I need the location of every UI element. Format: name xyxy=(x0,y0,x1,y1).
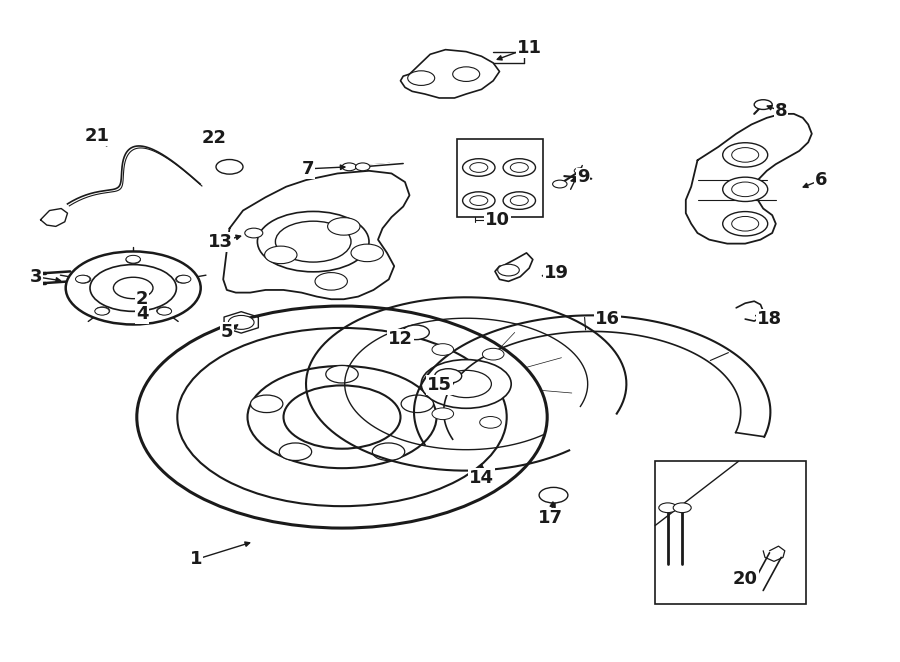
Ellipse shape xyxy=(157,307,171,314)
Text: 11: 11 xyxy=(517,38,542,57)
Ellipse shape xyxy=(470,163,488,172)
Ellipse shape xyxy=(284,385,400,449)
Ellipse shape xyxy=(732,148,759,162)
Ellipse shape xyxy=(76,275,91,283)
Ellipse shape xyxy=(76,275,90,283)
Ellipse shape xyxy=(503,192,536,209)
Ellipse shape xyxy=(137,306,547,528)
Ellipse shape xyxy=(250,395,283,412)
Ellipse shape xyxy=(441,370,491,398)
Ellipse shape xyxy=(463,192,495,209)
Text: 8: 8 xyxy=(775,102,788,120)
Ellipse shape xyxy=(432,344,454,355)
Ellipse shape xyxy=(463,159,495,176)
Text: 9: 9 xyxy=(577,168,590,187)
Text: 17: 17 xyxy=(538,508,563,527)
Text: 16: 16 xyxy=(595,310,620,328)
Ellipse shape xyxy=(470,196,488,205)
Ellipse shape xyxy=(723,177,768,201)
Ellipse shape xyxy=(216,160,243,174)
Ellipse shape xyxy=(659,503,677,512)
Bar xyxy=(457,139,543,217)
Ellipse shape xyxy=(265,246,297,263)
Ellipse shape xyxy=(315,273,347,290)
Ellipse shape xyxy=(754,100,772,109)
Ellipse shape xyxy=(480,416,501,428)
Ellipse shape xyxy=(510,196,528,205)
Ellipse shape xyxy=(248,366,436,468)
Ellipse shape xyxy=(257,211,369,272)
Text: 7: 7 xyxy=(302,160,314,178)
Ellipse shape xyxy=(326,365,358,383)
Text: 10: 10 xyxy=(485,211,510,229)
Ellipse shape xyxy=(229,315,254,330)
Ellipse shape xyxy=(723,143,768,167)
Ellipse shape xyxy=(113,277,153,299)
Text: 22: 22 xyxy=(202,128,227,147)
Text: 14: 14 xyxy=(469,469,494,487)
Bar xyxy=(655,461,806,604)
Text: 4: 4 xyxy=(136,305,149,324)
Ellipse shape xyxy=(356,163,370,171)
Ellipse shape xyxy=(158,307,172,315)
Ellipse shape xyxy=(553,180,567,188)
Ellipse shape xyxy=(732,216,759,231)
Ellipse shape xyxy=(94,307,109,315)
Text: 3: 3 xyxy=(30,267,42,286)
Ellipse shape xyxy=(177,328,507,506)
Ellipse shape xyxy=(66,252,201,324)
Text: 12: 12 xyxy=(388,330,413,348)
Ellipse shape xyxy=(402,325,429,340)
Ellipse shape xyxy=(342,163,356,171)
Ellipse shape xyxy=(435,369,462,383)
Text: 20: 20 xyxy=(733,570,758,589)
Ellipse shape xyxy=(126,256,140,263)
Ellipse shape xyxy=(510,163,528,172)
Ellipse shape xyxy=(432,408,454,420)
Ellipse shape xyxy=(328,218,360,235)
Ellipse shape xyxy=(453,67,480,81)
Ellipse shape xyxy=(95,307,110,314)
Text: 15: 15 xyxy=(427,376,452,395)
Ellipse shape xyxy=(482,348,504,360)
Ellipse shape xyxy=(90,265,176,311)
Text: 2: 2 xyxy=(136,290,149,308)
Ellipse shape xyxy=(245,228,263,238)
Ellipse shape xyxy=(723,212,768,236)
Ellipse shape xyxy=(408,71,435,85)
Ellipse shape xyxy=(732,182,759,197)
Ellipse shape xyxy=(421,359,511,408)
Polygon shape xyxy=(686,114,812,244)
Ellipse shape xyxy=(574,168,585,173)
Text: 1: 1 xyxy=(190,550,203,569)
Ellipse shape xyxy=(373,443,405,461)
Ellipse shape xyxy=(126,256,140,263)
Ellipse shape xyxy=(176,275,191,283)
Ellipse shape xyxy=(673,503,691,512)
Ellipse shape xyxy=(279,443,311,461)
Ellipse shape xyxy=(401,395,434,412)
Text: 5: 5 xyxy=(220,323,233,342)
Ellipse shape xyxy=(503,159,536,176)
Ellipse shape xyxy=(498,264,519,276)
Text: 6: 6 xyxy=(814,171,827,189)
Ellipse shape xyxy=(351,244,383,261)
Text: 19: 19 xyxy=(544,263,569,282)
Ellipse shape xyxy=(539,487,568,503)
Text: 18: 18 xyxy=(757,310,782,328)
Ellipse shape xyxy=(176,275,190,283)
Text: 13: 13 xyxy=(208,232,233,251)
Text: 21: 21 xyxy=(85,126,110,145)
Ellipse shape xyxy=(275,221,351,262)
